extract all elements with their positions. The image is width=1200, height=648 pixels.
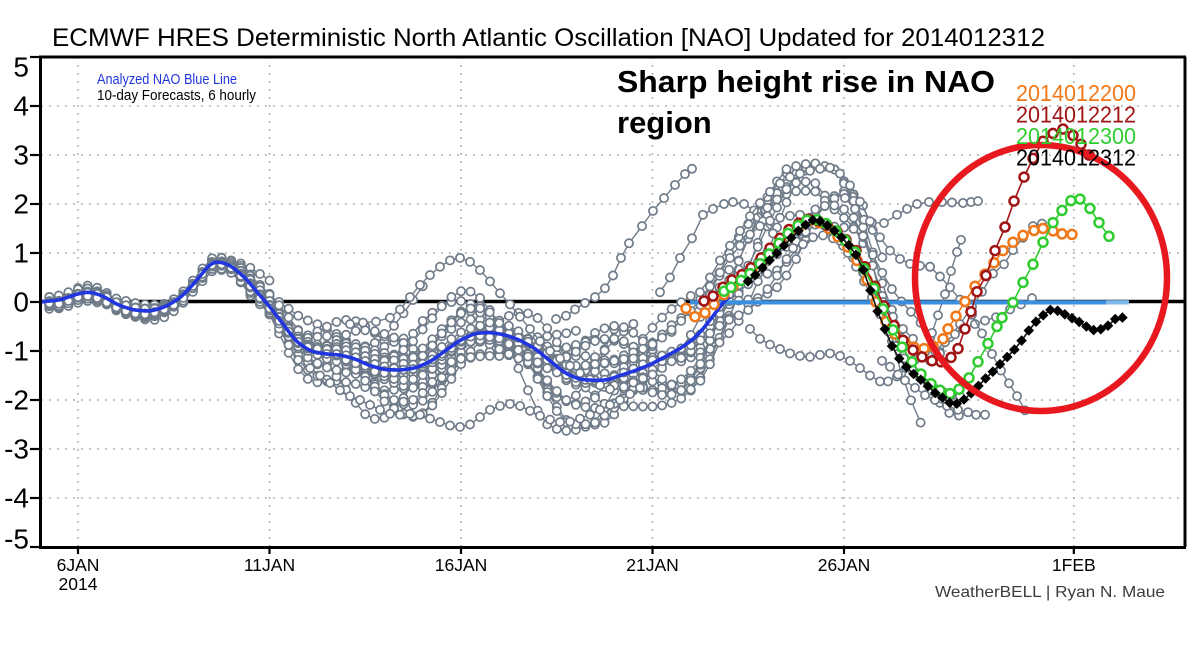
svg-text:2014012312: 2014012312 (1016, 145, 1136, 171)
svg-text:6JAN: 6JAN (57, 555, 100, 575)
svg-text:-1: -1 (4, 336, 29, 367)
svg-text:0: 0 (13, 287, 29, 318)
svg-text:11JAN: 11JAN (244, 555, 295, 575)
svg-text:4: 4 (13, 91, 29, 122)
svg-text:ECMWF HRES Deterministic North: ECMWF HRES Deterministic North Atlantic … (52, 24, 1045, 52)
svg-text:-2: -2 (4, 385, 29, 416)
svg-text:5: 5 (13, 52, 29, 83)
svg-text:2014012200: 2014012200 (1016, 80, 1136, 106)
svg-text:Sharp height rise in NAO: Sharp height rise in NAO (617, 64, 995, 99)
svg-text:16JAN: 16JAN (435, 555, 488, 575)
svg-text:WeatherBELL | Ryan N. Maue: WeatherBELL | Ryan N. Maue (935, 584, 1165, 601)
svg-text:10-day Forecasts, 6 hourly: 10-day Forecasts, 6 hourly (97, 87, 256, 104)
svg-text:2014: 2014 (59, 574, 98, 594)
svg-text:1FEB: 1FEB (1052, 555, 1096, 575)
svg-text:26JAN: 26JAN (818, 555, 871, 575)
svg-text:2014012300: 2014012300 (1016, 123, 1136, 149)
svg-text:-5: -5 (4, 524, 29, 555)
svg-text:1: 1 (13, 238, 29, 269)
svg-text:3: 3 (13, 140, 29, 171)
svg-text:2: 2 (13, 189, 29, 220)
svg-text:Analyzed NAO Blue Line: Analyzed NAO Blue Line (97, 71, 237, 88)
svg-text:-3: -3 (4, 434, 29, 465)
svg-text:2014012212: 2014012212 (1016, 102, 1136, 128)
svg-text:region: region (617, 105, 712, 140)
svg-text:-4: -4 (4, 483, 29, 514)
svg-text:21JAN: 21JAN (626, 555, 679, 575)
